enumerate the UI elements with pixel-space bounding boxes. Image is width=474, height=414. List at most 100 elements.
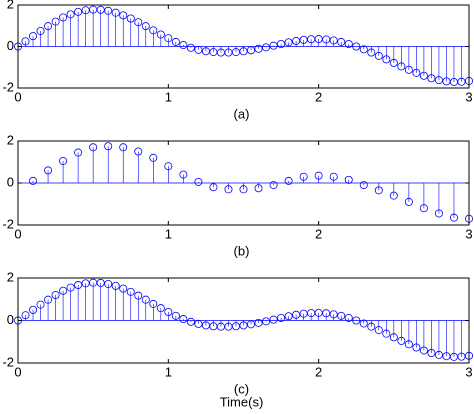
stem-marker [262,43,271,52]
stem-marker [156,30,165,39]
stem-marker [382,55,391,64]
stem-marker [434,76,443,85]
stem-marker [179,315,188,324]
stem-marker [254,318,263,327]
stem-marker [104,6,113,15]
stem-marker [329,172,338,181]
stem-marker [74,281,83,290]
x-axis-label: (c) [234,381,249,396]
stem-marker [374,186,383,195]
stem-marker [359,181,368,190]
stem-marker [419,204,428,213]
stem-marker [179,170,188,179]
stem-marker [186,43,195,52]
stem-marker [314,171,323,180]
stem-marker [96,278,105,287]
y-tick-label: 2 [7,0,14,11]
stem-marker [434,209,443,218]
stem-marker [141,295,150,304]
stem-marker [322,35,331,44]
stem-marker [427,349,436,358]
stem-marker [337,37,346,46]
stem-marker [134,147,143,156]
stem-marker [149,26,158,35]
x-tick-label: 3 [465,89,472,104]
stem-marker [359,319,368,328]
stem-marker [404,65,413,74]
x-tick-label: 3 [465,226,472,241]
stem-marker [359,45,368,54]
stem-marker [374,51,383,60]
stem-marker [89,143,98,152]
y-tick-label: 2 [7,269,14,284]
x-tick-label: 3 [465,364,472,379]
stem-marker [389,333,398,342]
stem-marker [51,17,60,26]
stem-marker [239,321,248,330]
stem-marker [171,37,180,46]
stem-marker [66,10,75,19]
stem-marker [119,284,128,293]
x-tick-label: 2 [315,226,322,241]
stem-marker [104,279,113,288]
stem-marker [269,41,278,50]
stem-marker [186,317,195,326]
y-tick-label: 2 [7,132,14,147]
stem-marker [449,213,458,222]
stem-marker [367,48,376,57]
stem-marker [164,307,173,316]
stem-marker [262,317,271,326]
stem-marker [404,197,413,206]
stem-marker [292,36,301,45]
stem-marker [269,181,278,190]
x-axis-title: Time(s) [220,394,264,409]
stem-marker [141,22,150,31]
stem-marker [322,309,331,318]
x-tick-label: 0 [14,226,21,241]
stem-marker [389,191,398,200]
stem-marker [397,336,406,345]
stem-marker [457,352,466,361]
stem-marker [59,156,68,165]
stem-marker [239,185,248,194]
stem-marker [247,46,256,55]
stem-marker [156,304,165,313]
stem-marker [374,326,383,335]
stem-marker [194,45,203,54]
stem-marker [119,143,128,152]
stem-marker [201,47,210,56]
stem-marker [36,26,45,35]
stem-marker [284,176,293,185]
stem-marker [352,42,361,51]
stem-marker [269,315,278,324]
stem-marker [344,175,353,184]
stem-marker [134,18,143,27]
stem-marker [419,71,428,80]
stem-marker [126,14,135,23]
stem-marker [337,311,346,320]
stem-marker [29,305,38,314]
stem-marker [201,321,210,330]
stem-marker [134,291,143,300]
stem-marker [284,312,293,321]
stem-marker [224,185,233,194]
stem-marker [111,281,120,290]
stem-marker [277,40,286,49]
stem-marker [44,166,53,175]
stem-marker [171,311,180,320]
x-axis-label: (a) [234,106,250,121]
stem-marker [254,44,263,53]
stem-marker [239,47,248,56]
x-tick-label: 0 [14,364,21,379]
stem-marker [74,7,83,16]
stem-marker [21,37,30,46]
x-tick-label: 0 [14,89,21,104]
stem-marker [149,153,158,162]
stem-marker [299,172,308,181]
stem-marker [96,5,105,14]
stem-marker [231,322,240,331]
x-tick-label: 2 [315,89,322,104]
stem-marker [277,313,286,322]
stem-marker [36,300,45,309]
